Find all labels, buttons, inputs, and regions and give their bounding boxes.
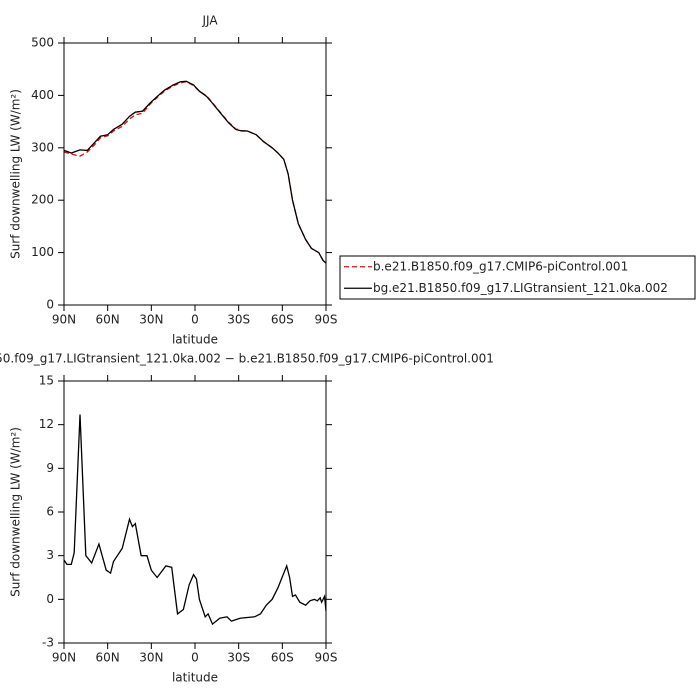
y-tick-label: 0 [46,592,54,606]
y-tick-label: 300 [31,140,54,154]
x-axis-label: latitude [172,671,218,685]
legend-box [339,255,696,300]
data-line [63,81,327,264]
y-tick-label: 100 [31,245,54,259]
x-tick-label: 90S [315,313,338,327]
y-tick-label: 15 [39,374,54,388]
y-tick-label: 400 [31,88,54,102]
plot-frame [63,42,327,306]
x-tick-label: 60S [271,651,294,665]
x-tick-label: 30S [227,651,250,665]
chart-title: bg.e21.B1850.f09_g17.LIGtransient_121.0k… [0,352,494,366]
legend-label: b.e21.B1850.f09_g17.CMIP6-piControl.001 [373,259,628,273]
data-line [63,414,327,626]
y-tick-label: 12 [39,417,54,431]
y-tick-label: 6 [46,505,54,519]
x-tick-label: 60N [96,651,120,665]
y-tick-label: 500 [31,36,54,50]
plot-frame [63,380,327,644]
legend-label: bg.e21.B1850.f09_g17.LIGtransient_121.0k… [373,281,668,295]
x-tick-label: 30S [227,313,250,327]
data-line [63,80,327,264]
x-tick-label: 30N [139,313,163,327]
y-tick-label: 0 [46,298,54,312]
y-tick-label: 9 [46,461,54,475]
y-axis-label: Surf downwelling LW (W/m²) [9,89,23,259]
x-tick-label: 90N [52,651,76,665]
y-axis-label: Surf downwelling LW (W/m²) [9,427,23,597]
y-tick-label: 3 [46,548,54,562]
y-tick-label: 200 [31,193,54,207]
x-tick-label: 60N [96,313,120,327]
x-tick-label: 30N [139,651,163,665]
y-tick-label: -3 [42,636,54,650]
chart-title: JJA [201,14,218,28]
x-tick-label: 90N [52,313,76,327]
x-axis-label: latitude [172,333,218,347]
x-tick-label: 0 [191,313,199,327]
x-tick-label: 0 [191,651,199,665]
x-tick-label: 60S [271,313,294,327]
x-tick-label: 90S [315,651,338,665]
